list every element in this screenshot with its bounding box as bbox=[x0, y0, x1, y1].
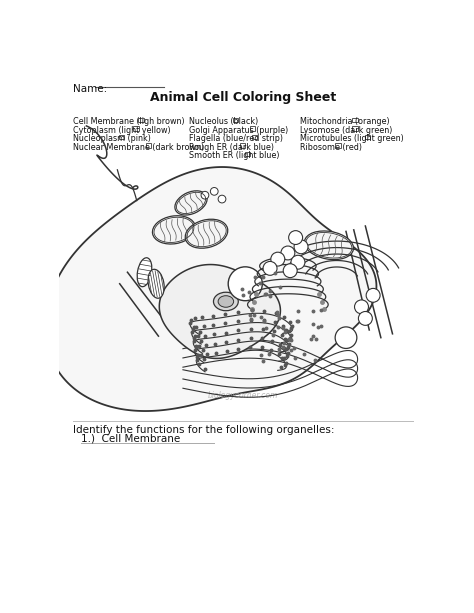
Circle shape bbox=[281, 246, 295, 260]
Text: Lysomose (dark green): Lysomose (dark green) bbox=[300, 126, 392, 135]
Ellipse shape bbox=[185, 219, 228, 248]
Text: Ribosome (red): Ribosome (red) bbox=[300, 143, 362, 152]
Ellipse shape bbox=[153, 216, 195, 244]
Text: Cytoplasm (light yellow): Cytoplasm (light yellow) bbox=[73, 126, 171, 135]
Bar bbox=[250, 126, 255, 131]
Text: 1.)  Cell Membrane: 1.) Cell Membrane bbox=[81, 434, 180, 444]
Bar bbox=[352, 118, 358, 123]
Circle shape bbox=[366, 288, 380, 302]
Ellipse shape bbox=[137, 257, 152, 287]
Text: Microtubules (light green): Microtubules (light green) bbox=[300, 134, 403, 143]
Bar bbox=[352, 126, 358, 131]
Circle shape bbox=[210, 188, 218, 195]
Ellipse shape bbox=[218, 295, 234, 307]
Text: Flagella (blue/red strip): Flagella (blue/red strip) bbox=[190, 134, 283, 143]
Bar bbox=[240, 143, 245, 148]
Bar bbox=[118, 135, 124, 139]
Text: Animal Cell Coloring Sheet: Animal Cell Coloring Sheet bbox=[150, 91, 336, 104]
Circle shape bbox=[294, 240, 308, 254]
Text: Name:: Name: bbox=[73, 83, 108, 94]
Bar bbox=[335, 143, 341, 148]
Text: Cell Membrane (ligh brown): Cell Membrane (ligh brown) bbox=[73, 118, 185, 126]
Circle shape bbox=[228, 267, 262, 301]
Bar bbox=[138, 118, 144, 123]
Circle shape bbox=[358, 311, 373, 326]
Bar bbox=[146, 143, 151, 148]
Bar bbox=[365, 135, 370, 139]
Polygon shape bbox=[46, 167, 376, 411]
Bar bbox=[245, 151, 250, 156]
Circle shape bbox=[263, 261, 277, 275]
Text: Golgi Apparatus (purple): Golgi Apparatus (purple) bbox=[190, 126, 289, 135]
Ellipse shape bbox=[304, 231, 354, 259]
Circle shape bbox=[291, 255, 305, 269]
Circle shape bbox=[271, 252, 285, 266]
Text: Identify the functions for the following organelles:: Identify the functions for the following… bbox=[73, 425, 335, 435]
Text: biologycorner.com: biologycorner.com bbox=[208, 391, 278, 400]
Circle shape bbox=[283, 264, 297, 278]
Circle shape bbox=[201, 191, 209, 199]
Text: Nucleolus (black): Nucleolus (black) bbox=[190, 118, 259, 126]
Circle shape bbox=[289, 230, 302, 245]
Bar bbox=[133, 126, 139, 131]
Ellipse shape bbox=[148, 269, 164, 299]
Text: Nucleoplasm (pink): Nucleoplasm (pink) bbox=[73, 134, 151, 143]
Ellipse shape bbox=[213, 292, 238, 311]
Bar bbox=[233, 118, 238, 123]
Bar bbox=[252, 135, 257, 139]
Text: Nuclear Membrane (dark brown): Nuclear Membrane (dark brown) bbox=[73, 143, 204, 152]
Ellipse shape bbox=[175, 191, 207, 215]
Text: Smooth ER (light blue): Smooth ER (light blue) bbox=[190, 151, 280, 161]
Polygon shape bbox=[159, 265, 281, 359]
Circle shape bbox=[218, 195, 226, 203]
Circle shape bbox=[335, 327, 357, 348]
Text: Mitochondria (orange): Mitochondria (orange) bbox=[300, 118, 389, 126]
Text: Rough ER (dark blue): Rough ER (dark blue) bbox=[190, 143, 274, 152]
Circle shape bbox=[355, 300, 368, 314]
